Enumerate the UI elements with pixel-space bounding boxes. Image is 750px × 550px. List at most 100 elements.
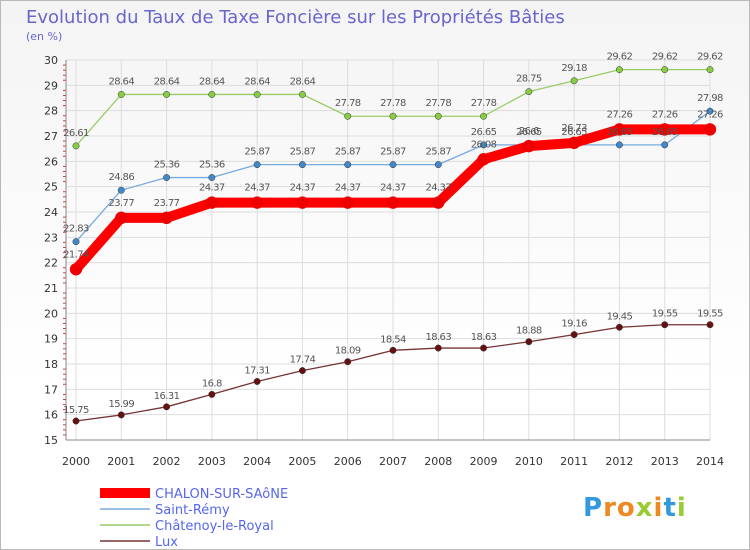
data-label-saint-remy: 24.86 — [108, 172, 134, 183]
data-label-saint-remy: 25.36 — [199, 160, 225, 171]
data-point-saint-remy — [615, 141, 623, 149]
data-label-chalon-sur-saone: 24.37 — [290, 183, 316, 194]
data-point-chatenoy-le-royal — [434, 112, 442, 120]
x-tick-label: 2012 — [605, 455, 633, 468]
y-tick-label: 19 — [44, 333, 58, 346]
data-label-lux: 18.88 — [516, 326, 542, 337]
data-label-chatenoy-le-royal: 29.62 — [652, 52, 678, 63]
legend-label-chatenoy-le-royal: Châtenoy-le-Royal — [155, 519, 274, 534]
data-label-saint-remy: 26.65 — [607, 127, 633, 138]
data-label-saint-remy: 25.87 — [290, 147, 316, 158]
data-point-lux — [570, 331, 578, 339]
data-point-lux — [72, 417, 80, 425]
data-point-chatenoy-le-royal — [570, 77, 578, 85]
y-tick-label: 15 — [44, 434, 58, 447]
data-label-chalon-sur-saone: 24.37 — [380, 183, 406, 194]
data-label-chalon-sur-saone: 23.77 — [108, 198, 134, 209]
data-point-saint-remy — [389, 161, 397, 169]
data-label-saint-remy: 22.83 — [63, 224, 89, 235]
y-tick-label: 26 — [44, 155, 58, 168]
x-tick-label: 2004 — [243, 455, 271, 468]
y-tick-label: 28 — [44, 105, 58, 118]
y-tick-label: 23 — [44, 231, 58, 244]
data-label-chalon-sur-saone: 26.73 — [561, 123, 587, 134]
data-label-lux: 18.63 — [471, 332, 497, 343]
legend-label-saint-remy: Saint-Rémy — [155, 503, 230, 518]
data-label-chatenoy-le-royal: 29.18 — [561, 63, 587, 74]
y-tick-label: 18 — [44, 358, 58, 371]
data-label-saint-remy: 25.87 — [380, 147, 406, 158]
data-label-saint-remy: 25.87 — [425, 147, 451, 158]
data-label-chatenoy-le-royal: 27.78 — [471, 98, 497, 109]
x-tick-label: 2000 — [62, 455, 90, 468]
data-label-chatenoy-le-royal: 29.62 — [607, 52, 633, 63]
y-tick-label: 17 — [44, 383, 58, 396]
data-point-chatenoy-le-royal — [344, 112, 352, 120]
data-point-chatenoy-le-royal — [253, 91, 261, 98]
y-tick-label: 25 — [44, 181, 58, 194]
data-point-chalon-sur-saone — [341, 196, 354, 209]
data-point-chatenoy-le-royal — [298, 91, 306, 98]
data-label-saint-remy: 26.65 — [471, 127, 497, 138]
data-point-saint-remy — [706, 107, 714, 115]
x-tick-label: 2005 — [288, 455, 316, 468]
data-label-lux: 19.16 — [561, 319, 587, 330]
x-tick-label: 2013 — [651, 455, 679, 468]
data-point-chalon-sur-saone — [613, 123, 626, 136]
axis-layer: 15 16 17 18 19 20 21 22 23 24 25 26 27 28 29 30 2000 2001… — [44, 54, 724, 468]
data-label-chalon-sur-saone: 24.37 — [199, 183, 225, 194]
data-point-chatenoy-le-royal — [163, 91, 171, 98]
data-point-lux — [525, 338, 533, 346]
x-tick-label: 2011 — [560, 455, 588, 468]
logo-letter: P — [583, 493, 603, 523]
data-label-lux: 18.09 — [335, 346, 361, 357]
data-point-chalon-sur-saone — [69, 263, 83, 276]
data-point-lux — [434, 344, 442, 352]
data-label-saint-remy: 25.87 — [335, 147, 361, 158]
chart-subtitle: (en %) — [26, 30, 62, 43]
data-label-chatenoy-le-royal: 27.78 — [380, 98, 406, 109]
logo-letter: i — [677, 493, 687, 523]
data-point-chalon-sur-saone — [386, 196, 400, 209]
x-tick-label: 2003 — [198, 455, 226, 468]
y-tick-label: 22 — [44, 257, 58, 270]
data-label-lux: 19.55 — [697, 309, 723, 320]
data-point-chalon-sur-saone — [250, 196, 264, 209]
data-label-chatenoy-le-royal: 28.64 — [108, 76, 134, 87]
data-point-chatenoy-le-royal — [117, 91, 125, 98]
data-label-lux: 15.99 — [108, 399, 134, 410]
logo-letter: x — [636, 493, 654, 523]
data-label-chatenoy-le-royal: 28.64 — [290, 76, 316, 87]
data-point-chatenoy-le-royal — [525, 88, 533, 96]
x-tick-label: 2009 — [470, 455, 498, 468]
label-layer: 26.61 28.64 28.64 28.64 28.64 28.64 27.78 27.78… — [63, 52, 723, 416]
data-label-lux: 17.74 — [290, 355, 316, 366]
data-point-lux — [615, 323, 623, 331]
data-point-saint-remy — [344, 161, 352, 169]
data-label-chatenoy-le-royal: 26.61 — [63, 128, 89, 139]
y-tick-label: 16 — [44, 409, 58, 422]
data-point-chatenoy-le-royal — [72, 142, 80, 150]
data-point-saint-remy — [117, 186, 125, 194]
data-point-saint-remy — [253, 161, 261, 169]
data-label-chalon-sur-saone: 27.26 — [697, 109, 723, 120]
x-tick-label: 2007 — [379, 455, 407, 468]
data-point-chalon-sur-saone — [160, 211, 173, 225]
x-tick-label: 2002 — [153, 455, 181, 468]
data-point-chalon-sur-saone — [703, 123, 717, 136]
logo-letter: r — [603, 493, 617, 523]
logo-letter: i — [654, 493, 664, 523]
data-point-lux — [298, 367, 306, 375]
data-label-lux: 18.54 — [380, 334, 406, 345]
data-label-saint-remy: 25.36 — [154, 160, 180, 171]
y-tick-label: 29 — [44, 79, 58, 92]
data-point-chatenoy-le-royal — [480, 112, 488, 120]
data-label-lux: 19.45 — [607, 311, 633, 322]
data-point-saint-remy — [661, 141, 669, 149]
data-label-lux: 16.8 — [202, 378, 222, 389]
data-label-saint-remy: 25.87 — [244, 147, 270, 158]
data-point-saint-remy — [163, 174, 171, 181]
data-label-chalon-sur-saone: 24.37 — [335, 183, 361, 194]
data-point-lux — [706, 321, 714, 329]
